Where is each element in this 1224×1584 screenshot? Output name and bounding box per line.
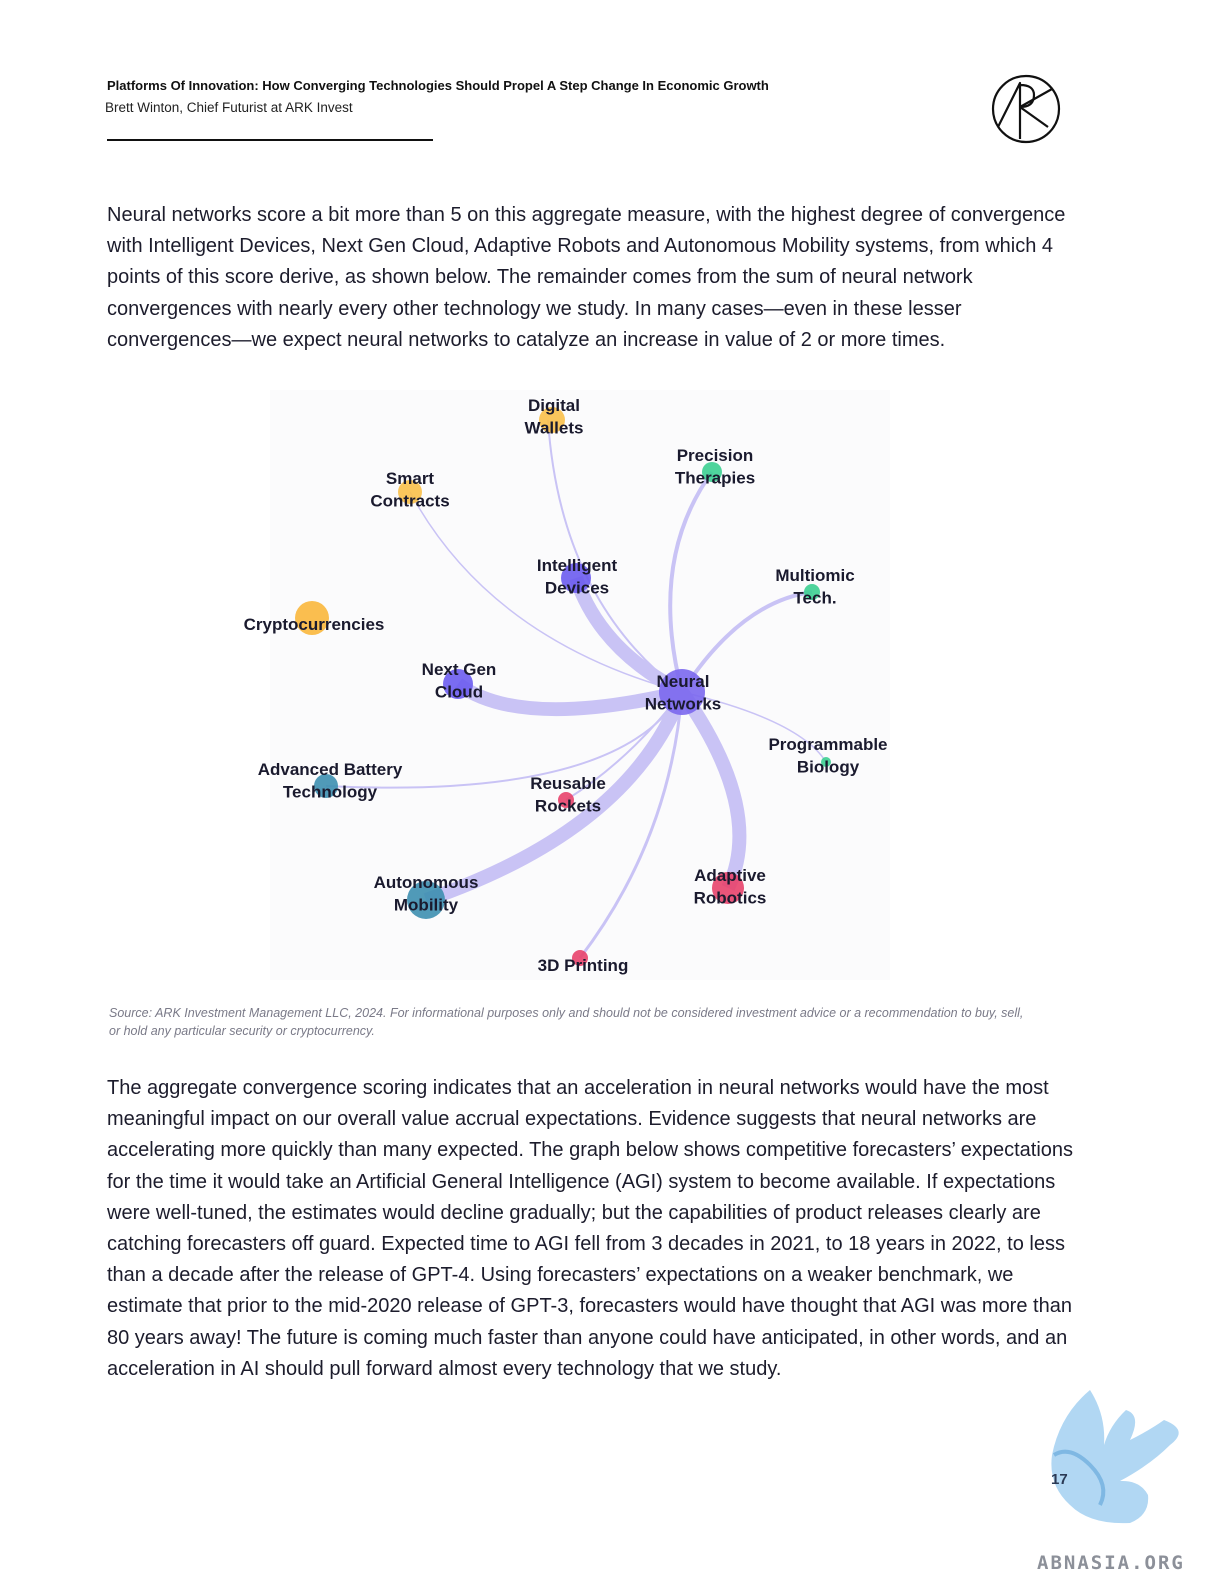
node-programmable-biology-dot [821, 757, 831, 767]
header-divider [107, 139, 433, 141]
page-number: 17 [1051, 1471, 1068, 1488]
node-cryptocurrencies-label: Cryptocurrencies [244, 615, 385, 634]
source-note: Source: ARK Investment Management LLC, 2… [109, 1006, 1024, 1038]
griffin-icon [1051, 1390, 1179, 1524]
node-advanced-battery-technology-dot [314, 774, 338, 798]
node-next-gen-cloud-dot [443, 669, 473, 699]
node-precision-therapies-dot [702, 462, 722, 482]
node-smart-contracts-label: Smart Contracts [370, 469, 449, 511]
node-3d-printing-label: 3D Printing [538, 956, 629, 975]
node-smart-contracts-dot [398, 480, 422, 504]
node-adaptive-robotics-label: Adaptive Robotics [694, 866, 767, 908]
edge-adaptive-robotics [676, 687, 747, 891]
node-autonomous-mobility-label: Autonomous Mobility [374, 873, 479, 915]
edge-programmable-biology [681, 691, 827, 763]
node-intelligent-devices-dot [561, 563, 591, 593]
network-graph: Digital Wallets Smart Contracts Cryptocurren… [244, 396, 888, 975]
ark-logo-icon [991, 74, 1061, 144]
edge-precision-therapies [668, 470, 714, 693]
node-precision-therapies-label: Precision Therapies [675, 446, 755, 488]
intro-paragraph: Neural networks score a bit more than 5 … [107, 204, 1066, 351]
node-reusable-rockets-dot [558, 792, 574, 808]
node-reusable-rockets-label: Reusable Rockets [530, 774, 606, 816]
author-line: Brett Winton, Chief Futurist at ARK Inve… [105, 100, 353, 115]
node-digital-wallets-dot [539, 407, 565, 433]
edge-smart-contracts [409, 491, 683, 693]
edge-next-gen-cloud [453, 678, 684, 717]
node-adaptive-robotics-dot [712, 872, 744, 904]
node-multiomic-tech-dot [804, 584, 820, 600]
convergence-network-figure: Digital Wallets Smart Contracts Cryptocurren… [200, 390, 960, 990]
node-programmable-biology-label: Programmable Biology [768, 735, 887, 777]
node-neural-networks-dot [659, 669, 705, 715]
node-neural-networks-label: Neural Networks [645, 672, 722, 714]
edge-multiomic-tech [680, 590, 813, 694]
node-intelligent-devices-label: Intelligent Devices [537, 556, 618, 598]
node-next-gen-cloud-label: Next Gen Cloud [422, 660, 497, 702]
node-advanced-battery-technology-label: Advanced Battery Technology [258, 760, 403, 802]
conclusion-paragraph: The aggregate convergence scoring indica… [107, 1077, 1074, 1380]
node-digital-wallets-label: Digital Wallets [525, 396, 584, 438]
document-title: Platforms Of Innovation: How Converging … [107, 78, 769, 93]
edge-autonomous-mobility [423, 689, 689, 907]
node-multiomic-tech-label: Multiomic Tech. [775, 566, 854, 608]
figure-background [270, 390, 890, 980]
node-cryptocurrencies-dot [295, 601, 329, 635]
node-autonomous-mobility-dot [407, 881, 445, 919]
edge-3d-printing [578, 691, 684, 959]
watermark-text: ABNASIA.ORG [1037, 1552, 1185, 1574]
node-3d-printing-dot [572, 950, 588, 966]
